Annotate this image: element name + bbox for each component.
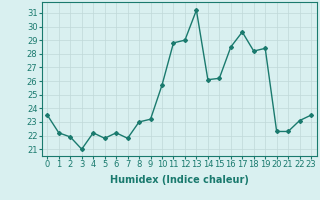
X-axis label: Humidex (Indice chaleur): Humidex (Indice chaleur) <box>110 175 249 185</box>
